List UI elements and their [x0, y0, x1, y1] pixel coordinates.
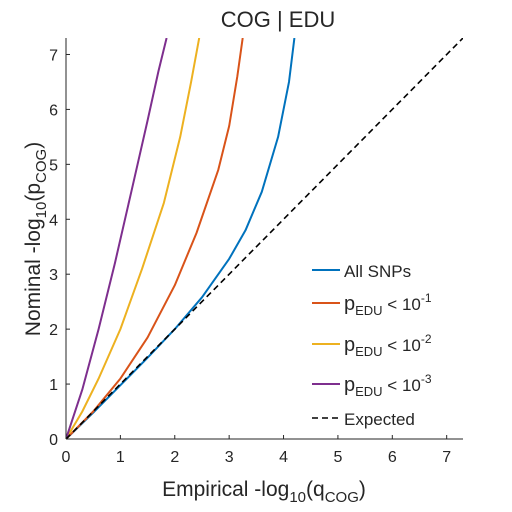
series-line-edu-1e-1: [66, 38, 244, 439]
y-tick-label: 0: [49, 432, 58, 449]
legend: All SNPs pEDU < 10-1 pEDU < 10-2 pEDU < …: [312, 262, 432, 429]
x-tick-label: 6: [388, 449, 397, 466]
series-line-edu-1e-2: [66, 38, 201, 439]
x-tick-label: 1: [116, 449, 125, 466]
x-tick-label: 4: [279, 449, 288, 466]
x-tick-label: 5: [333, 449, 342, 466]
series-line-expected: [66, 38, 463, 439]
y-tick-label: 7: [49, 47, 58, 64]
y-tick-label: 2: [49, 322, 58, 339]
legend-label-edu-2: pEDU < 10-2: [344, 332, 432, 359]
x-tick-label: 2: [170, 449, 179, 466]
y-axis-label: Nominal -log10(pCOG): [22, 142, 50, 336]
plot-area: [66, 38, 463, 439]
x-tick-label: 0: [62, 449, 71, 466]
legend-label-expected: Expected: [344, 410, 415, 429]
y-tick-label: 6: [49, 102, 58, 119]
x-axis-label: Empirical -log10(qCOG): [162, 478, 366, 506]
series-line-edu-1e-3: [66, 38, 168, 439]
axes: 0 1 2 3 4 5 6 7 0 1 2 3 4 5 6 7: [49, 38, 463, 466]
x-tick-label: 3: [225, 449, 234, 466]
x-tick-label: 7: [442, 449, 451, 466]
series-group: [66, 38, 463, 439]
chart-title: COG | EDU: [221, 7, 336, 32]
legend-label-edu-1: pEDU < 10-1: [344, 291, 432, 318]
y-tick-label: 3: [49, 267, 58, 284]
y-tick-label: 5: [49, 157, 58, 174]
series-line-all-snps: [66, 38, 296, 439]
legend-label-all-snps: All SNPs: [344, 262, 411, 281]
y-tick-label: 4: [49, 212, 58, 229]
legend-label-edu-3: pEDU < 10-3: [344, 372, 432, 399]
y-tick-label: 1: [49, 377, 58, 394]
